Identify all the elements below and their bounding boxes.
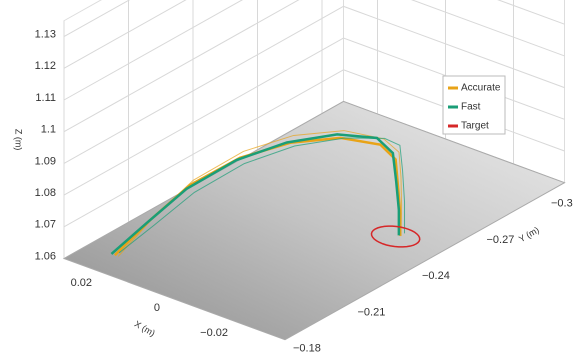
- marks: [110, 130, 421, 257]
- legend: Accurate Fast Target: [442, 75, 506, 135]
- legend-label: Fast: [461, 102, 481, 113]
- x-tick-label: −0.02: [200, 327, 228, 339]
- grid-line: [63, 5, 565, 164]
- y-tick-label: −0.18: [293, 343, 321, 352]
- z-tick-label: 1.11: [35, 92, 56, 104]
- grid-line: [63, 0, 565, 101]
- y-axis-label: Y (m): [517, 225, 541, 245]
- legend-box: [442, 75, 506, 135]
- z-tick-label: 1.1: [41, 124, 56, 136]
- x-tick-label: 0: [154, 302, 160, 314]
- z-tick-label: 1.07: [35, 219, 56, 231]
- z-tick-label: 1.06: [35, 250, 56, 262]
- z-tick-label: 1.08: [35, 187, 56, 199]
- x-axis-label: X (m): [133, 319, 157, 339]
- y-tick-label: −0.24: [422, 270, 450, 282]
- legend-label: Target: [461, 121, 489, 132]
- labels: 1.06 1.07 1.08 1.09 1.1 1.11 1.12 1.13 −0.3 −0.27…: [14, 29, 573, 355]
- y-tick-label: −0.3: [551, 198, 573, 210]
- y-tick-label: −0.21: [358, 306, 386, 318]
- z-tick-label: 1.09: [35, 155, 56, 167]
- grid-line: [63, 0, 565, 133]
- trajectory: [117, 130, 403, 257]
- z-axis-label: Z (m): [14, 129, 24, 151]
- x-tick-label: 0.02: [71, 277, 92, 289]
- trajectory: [110, 133, 401, 255]
- target: [370, 225, 421, 248]
- z-tick-label: 1.12: [35, 60, 56, 72]
- trajectory: [118, 137, 406, 254]
- y-tick-label: −0.27: [487, 234, 515, 246]
- grid-line: [63, 0, 187, 69]
- legend-label: Accurate: [461, 83, 501, 94]
- z-tick-label: 1.13: [35, 29, 56, 41]
